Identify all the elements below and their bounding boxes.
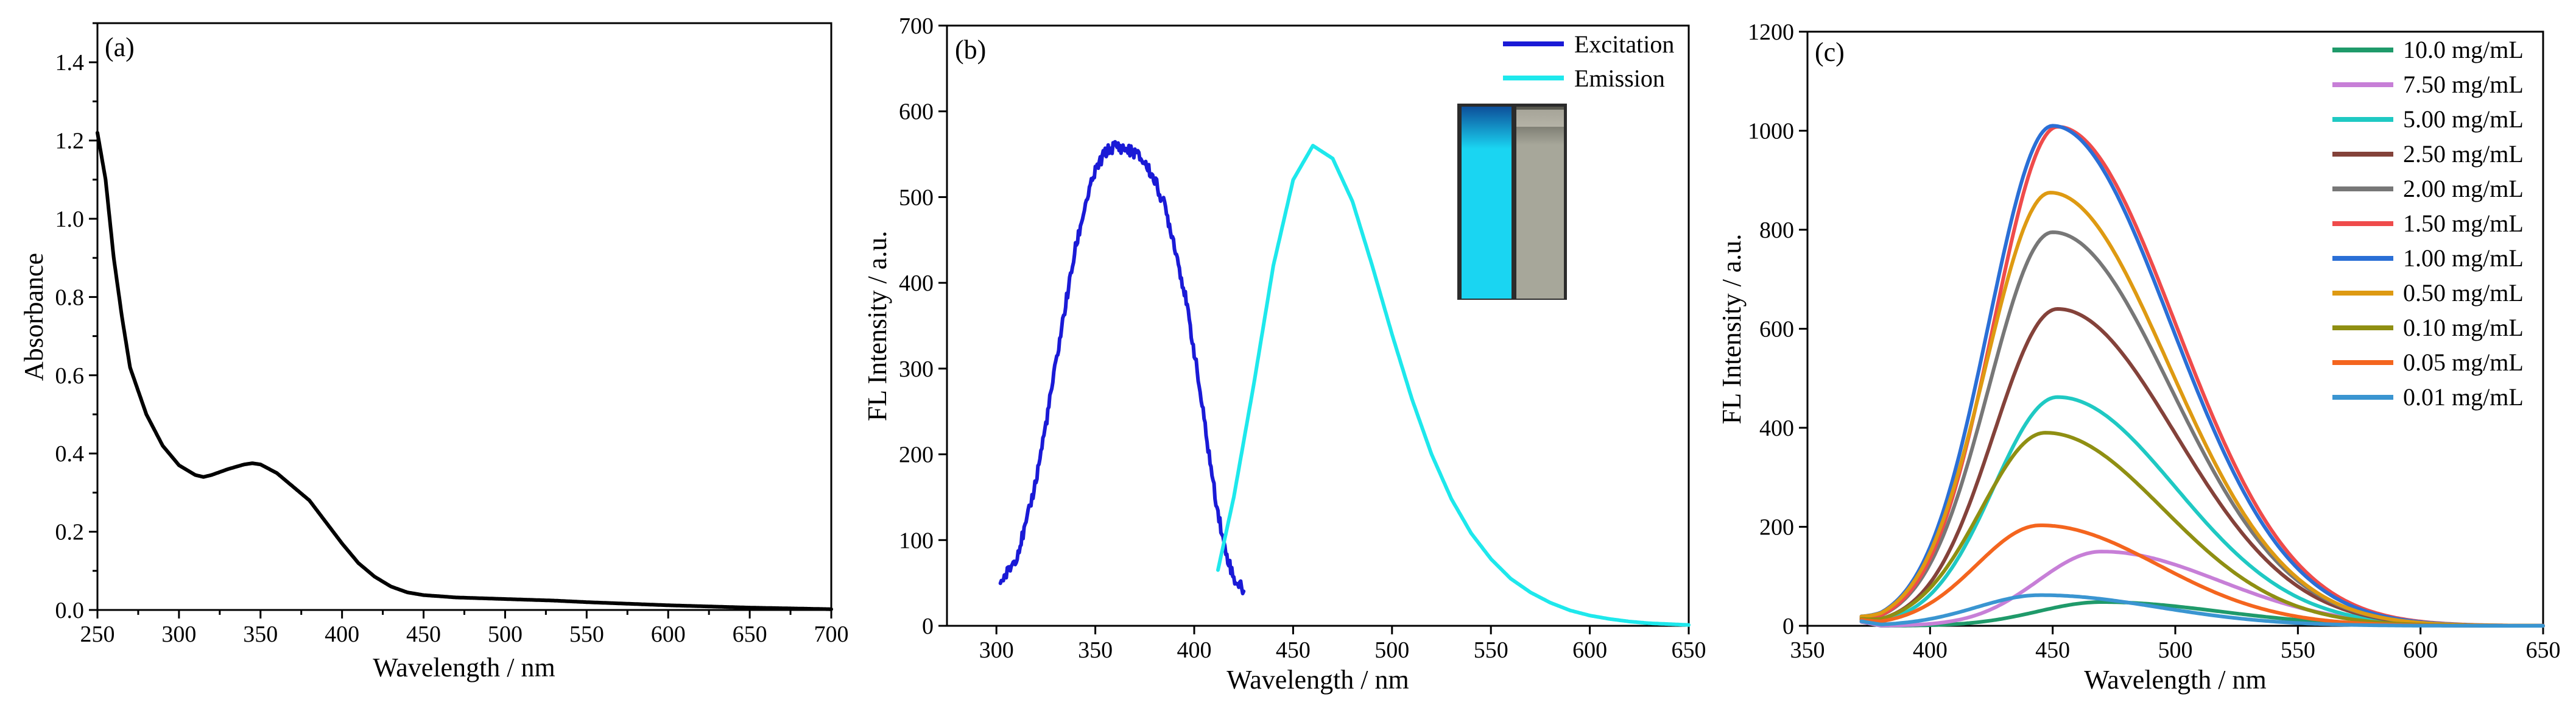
panel-b-xtick-label: 650 (1672, 637, 1706, 663)
panel-a-xlabel: Wavelength / nm (373, 653, 555, 682)
panel-a-xtick-label: 500 (488, 622, 523, 647)
panel-c-ticks: 350 400 450 500 550 600 650 0 200 400 600 800 1000 12… (1748, 19, 2561, 663)
panel-a-xtick-label: 400 (325, 622, 359, 647)
panel-b-series-line-0 (998, 140, 1246, 595)
panel-a-frame (96, 22, 832, 611)
panel-a-ytick-label: 1.4 (55, 50, 85, 76)
panel-b-ticks: 300 350 400 450 500 550 600 650 0 100 200 300 400 500… (899, 13, 1706, 663)
panel-c-ytick-label: 1000 (1748, 119, 1794, 144)
panel-c-ytick-label: 800 (1759, 218, 1794, 243)
panel-a-xtick-label: 300 (161, 622, 196, 647)
panel-c-xtick-label: 650 (2526, 637, 2561, 663)
panel-b-ytick-label: 100 (899, 528, 934, 553)
legend-label: 2.50 mg/mL (2403, 140, 2524, 168)
panel-a-ylabel: Absorbance (19, 253, 49, 381)
panel-c: (c) Wavelength / nm FL Intensity / a.u. … (1717, 19, 2561, 695)
panel-b-xtick-label: 400 (1177, 637, 1212, 663)
panel-c-tag: (c) (1815, 37, 1845, 67)
panel-b-xtick-label: 550 (1474, 637, 1508, 663)
panel-b-xtick-label: 600 (1572, 637, 1607, 663)
panel-c-xtick-label: 550 (2281, 637, 2315, 663)
legend-label: 0.01 mg/mL (2403, 383, 2524, 411)
panel-b-series (998, 140, 1691, 627)
panel-a-ytick-label: 0.4 (55, 441, 85, 467)
panel-c-xtick-label: 600 (2403, 637, 2438, 663)
panel-a-ytick-label: 1.0 (55, 207, 85, 232)
legend-label: 1.00 mg/mL (2403, 244, 2524, 272)
panel-a-ytick-label: 0.0 (55, 598, 85, 623)
panel-b-xtick-label: 450 (1276, 637, 1311, 663)
panel-b-frame (946, 24, 1690, 627)
panel-a-ticks: 250 300 350 400 450 500 550 600 650 700 0.0 0.2 0.4 0… (55, 22, 849, 647)
panel-a-ytick-label: 0.6 (55, 363, 85, 389)
legend-label: 7.50 mg/mL (2403, 71, 2524, 98)
panel-b-series-line-1 (1216, 144, 1691, 627)
panel-a-ytick-label: 1.2 (55, 129, 85, 154)
panel-a-xtick-label: 650 (733, 622, 767, 647)
panel-a-tag: (a) (105, 32, 135, 62)
panel-b-ytick-label: 200 (899, 442, 934, 468)
panel-c-ytick-label: 400 (1759, 416, 1794, 441)
legend-label: 10.0 mg/mL (2403, 36, 2524, 63)
panel-c-ytick-label: 1200 (1748, 19, 1794, 45)
panel-a: (a) Wavelength / nm Absorbance 250 300 350… (19, 22, 849, 682)
panel-b-ytick-label: 400 (899, 271, 934, 296)
panel-a-xtick-label: 700 (814, 622, 849, 647)
panel-b-ytick-label: 700 (899, 13, 934, 39)
legend-label: 1.50 mg/mL (2403, 210, 2524, 237)
panel-a-xtick-label: 350 (243, 622, 278, 647)
panel-c-xtick-label: 450 (2035, 637, 2070, 663)
panel-c-xlabel: Wavelength / nm (2084, 665, 2267, 695)
legend-label: 5.00 mg/mL (2403, 105, 2524, 133)
panel-a-xtick-label: 600 (651, 622, 686, 647)
panel-a-xtick-label: 250 (80, 622, 115, 647)
panel-c-legend: 10.0 mg/mL 7.50 mg/mL 5.00 mg/mL 2.50 mg/mL… (2332, 36, 2524, 411)
panel-c-series-line-10 (1859, 593, 2545, 628)
panel-c-xtick-label: 350 (1790, 637, 1825, 663)
legend-label: 0.50 mg/mL (2403, 279, 2524, 307)
panel-a-ytick-label: 0.2 (55, 520, 85, 545)
panel-b-ytick-label: 500 (899, 185, 934, 210)
panel-a-xtick-label: 550 (569, 622, 604, 647)
panel-b-xlabel: Wavelength / nm (1226, 665, 1409, 695)
panel-b-legend: Excitation Emission (1503, 30, 1674, 92)
panel-a-xtick-label: 450 (406, 622, 441, 647)
panel-a-series-line-0 (96, 130, 833, 611)
panel-b-ytick-label: 300 (899, 356, 934, 382)
panel-a-series (96, 130, 833, 611)
panel-b: (b) Wavelength / nm FL Intensity / a.u. … (862, 13, 1706, 695)
panel-c-series (1859, 124, 2545, 628)
legend-label: 0.10 mg/mL (2403, 314, 2524, 341)
panel-c-xtick-label: 400 (1913, 637, 1948, 663)
panel-c-ytick-label: 0 (1782, 614, 1794, 639)
cuvette-photo (1457, 104, 1567, 300)
panel-c-xtick-label: 500 (2158, 637, 2193, 663)
legend-label-excitation: Excitation (1574, 30, 1674, 58)
panel-b-xtick-label: 500 (1374, 637, 1409, 663)
legend-label: 2.00 mg/mL (2403, 175, 2524, 202)
panel-b-xtick-label: 300 (979, 637, 1014, 663)
panel-b-tag: (b) (955, 35, 986, 65)
panel-c-ylabel: FL Intensity / a.u. (1717, 234, 1747, 424)
clear-cuvette (1516, 107, 1564, 299)
panel-a-ytick-label: 0.8 (55, 285, 85, 310)
panel-c-ytick-label: 600 (1759, 317, 1794, 342)
panel-b-xtick-label: 350 (1078, 637, 1113, 663)
legend-label: 0.05 mg/mL (2403, 349, 2524, 376)
clear-cuvette-meniscus (1516, 110, 1564, 127)
legend-label-emission: Emission (1574, 65, 1665, 92)
panel-b-ytick-label: 600 (899, 99, 934, 125)
panel-b-ytick-label: 0 (922, 614, 934, 639)
panel-b-ylabel: FL Intensity / a.u. (862, 231, 892, 421)
fluorescent-cuvette (1462, 107, 1511, 299)
panel-c-ytick-label: 200 (1759, 515, 1794, 541)
